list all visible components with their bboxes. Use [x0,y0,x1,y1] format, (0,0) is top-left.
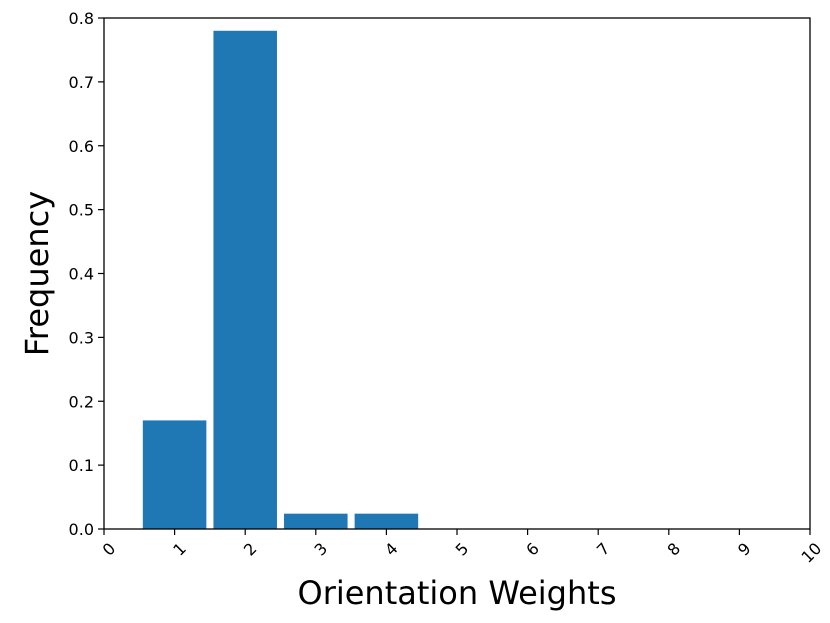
y-tick-label: 0.3 [69,328,94,347]
x-tick-label: 2 [240,539,261,560]
bar-3 [284,513,348,529]
x-tick-label: 4 [381,539,402,560]
y-tick-label: 0.2 [69,392,94,411]
y-tick-label: 0.7 [69,73,94,92]
y-axis: 0.0 0.1 0.2 0.3 0.4 0.5 0.6 0.7 0.8 [69,9,104,539]
y-axis-title: Frequency [18,191,56,356]
plot-frame [103,17,811,530]
y-tick-label: 0.1 [69,456,94,475]
x-tick-label: 1 [169,539,190,560]
bars-group [142,30,419,530]
x-tick-label: 10 [797,539,825,567]
x-tick-label: 3 [310,539,331,560]
x-tick-label: 5 [452,539,473,560]
x-tick-label: 8 [663,539,684,560]
x-tick-label: 6 [522,539,543,560]
x-axis-title: Orientation Weights [298,574,617,612]
bar-2 [213,30,277,530]
x-tick-label: 7 [593,539,614,560]
x-tick-label: 9 [734,539,755,560]
x-axis: 0 1 2 3 4 5 6 7 8 9 10 [99,529,825,567]
y-tick-label: 0.6 [69,137,94,156]
x-tick-label: 0 [99,539,120,560]
y-tick-label: 0.4 [69,265,94,284]
bar-4 [354,513,419,529]
y-tick-label: 0.0 [69,520,94,539]
y-tick-label: 0.5 [69,201,94,220]
bar-1 [142,420,207,529]
y-tick-label: 0.8 [69,9,94,28]
